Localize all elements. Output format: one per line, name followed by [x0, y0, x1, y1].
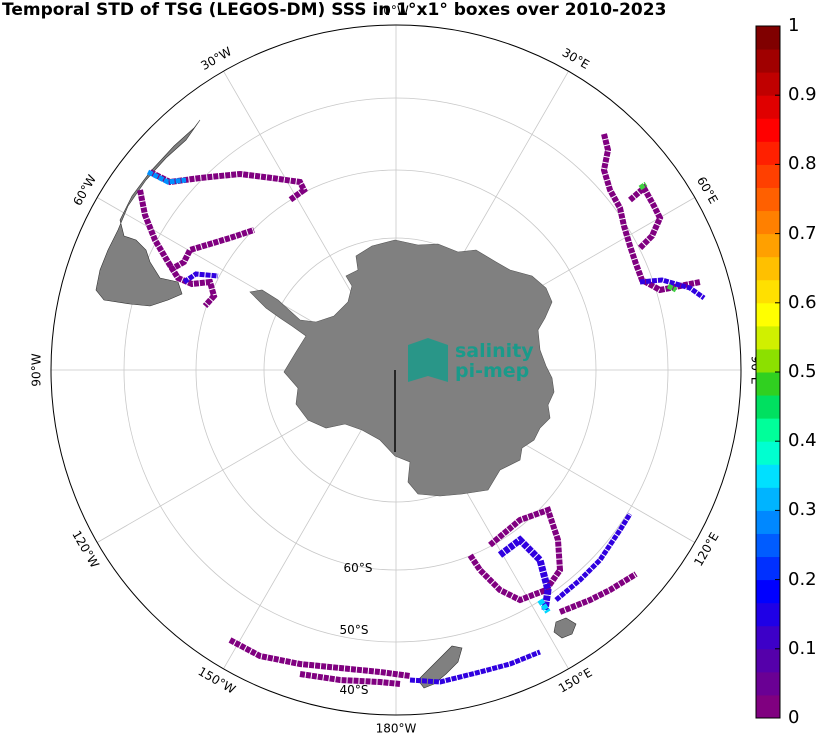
colorbar-segment: [756, 164, 780, 188]
logo-line2: pi-mep: [455, 360, 529, 382]
colorbar-segment: [756, 395, 780, 419]
colorbar-segment: [756, 487, 780, 511]
colorbar-segment: [756, 510, 780, 534]
colorbar-segment: [756, 210, 780, 235]
colorbar-segment: [756, 418, 780, 442]
colorbar-segment: [756, 441, 780, 465]
colorbar-segment: [756, 325, 780, 350]
tsg-track: [554, 512, 633, 602]
tsg-track: [628, 183, 664, 251]
colorbar-segment: [756, 348, 780, 373]
colorbar-tick-label: 0.7: [788, 222, 817, 244]
colorbar-segment: [756, 279, 780, 304]
colorbar-segment: [756, 671, 780, 696]
colorbar-segment: [756, 579, 780, 604]
logo-mark: [408, 338, 448, 382]
land-masses: [95, 119, 577, 689]
tsg-track: [409, 649, 541, 685]
colorbar-segment: [756, 602, 780, 627]
colorbar-tick-label: 1: [788, 15, 800, 36]
colorbar-segment: [756, 694, 780, 719]
latitude-label: 40°S: [340, 683, 369, 697]
colorbar-tick-label: 0.2: [788, 568, 817, 590]
colorbar-segment: [756, 556, 780, 581]
map-boundary: [50, 24, 742, 716]
colorbar-segment: [756, 648, 780, 673]
tasmania: [553, 617, 577, 639]
colorbar-segment: [756, 302, 780, 327]
tsg-track: [299, 671, 401, 687]
colorbar-tick-label: 0.5: [788, 361, 817, 382]
colorbar-segment: [756, 256, 780, 281]
salinity-pimep-logo: salinity pi-mep: [408, 338, 534, 382]
colorbar: [755, 25, 781, 719]
colorbar-segment: [756, 233, 780, 258]
south-america: [95, 119, 201, 307]
tsg-track: [638, 181, 648, 191]
colorbar-segment: [756, 187, 780, 212]
tsg-track: [558, 571, 638, 615]
colorbar-tick-label: 0: [788, 707, 800, 728]
antarctica: [249, 239, 555, 497]
tsg-track: [600, 133, 701, 294]
colorbar-tick-label: 0.9: [788, 84, 817, 106]
latitude-labels: 60°S 50°S 40°S: [340, 561, 373, 697]
colorbar-segment: [756, 625, 780, 650]
longitude-label: 120°W: [69, 528, 102, 570]
colorbar-tick-label: 0.3: [788, 499, 817, 521]
colorbar-segment: [756, 26, 780, 50]
colorbar-segment: [756, 95, 780, 119]
tsg-track: [666, 283, 678, 293]
tsg-tracks: [137, 133, 706, 687]
tsg-track: [497, 535, 552, 611]
colorbar-segment: [756, 72, 780, 96]
longitude-label: 150°E: [556, 665, 595, 695]
tsg-track: [148, 169, 308, 203]
tsg-track: [467, 506, 564, 604]
tsg-track: [537, 598, 551, 614]
colorbar-segment: [756, 49, 780, 73]
tsg-track: [137, 189, 218, 309]
tsg-track: [228, 637, 411, 679]
longitude-label: 90°W: [30, 353, 44, 386]
colorbar-segment: [756, 533, 780, 558]
latitude-label: 60°S: [344, 561, 373, 575]
latitude-label: 50°S: [340, 623, 369, 637]
tsg-track: [639, 277, 706, 301]
map-title: Temporal STD of TSG (LEGOS-DM) SSS in 1°…: [2, 0, 667, 20]
colorbar-segment: [756, 141, 780, 165]
colorbar-tick-label: 0.1: [788, 637, 817, 659]
tsg-track: [168, 227, 255, 273]
colorbar-tick-label: 0.6: [788, 291, 817, 313]
longitude-label: 120°E: [691, 530, 721, 569]
colorbar-segment: [756, 464, 780, 488]
tsg-track: [182, 271, 219, 285]
colorbar-tick-label: 0.8: [788, 153, 817, 175]
longitude-label: 180°W: [376, 722, 417, 736]
longitude-label: 30°E: [560, 45, 592, 72]
colorbar-segment: [756, 372, 780, 396]
colorbar-segment: [756, 118, 780, 142]
longitude-label: 150°W: [196, 664, 238, 697]
colorbar-tick-label: 0.4: [788, 430, 817, 452]
tsg-track: [146, 169, 187, 185]
new-zealand: [417, 645, 463, 689]
longitude-label: 0°W: [383, 4, 409, 18]
logo-line1: salinity: [455, 340, 534, 362]
longitude-label: 60°E: [694, 174, 721, 206]
